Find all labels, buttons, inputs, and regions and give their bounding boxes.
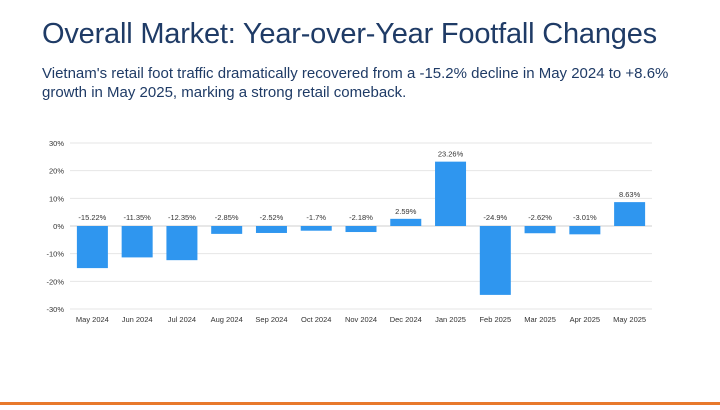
bar bbox=[569, 226, 601, 235]
bar bbox=[166, 226, 198, 261]
x-tick-label: May 2024 bbox=[76, 315, 109, 324]
x-tick-label: Sep 2024 bbox=[255, 315, 287, 324]
x-tick-label: Aug 2024 bbox=[211, 315, 243, 324]
y-tick-label: 0% bbox=[53, 222, 64, 231]
bar bbox=[255, 226, 287, 233]
x-tick-label: Mar 2025 bbox=[524, 315, 556, 324]
x-tick-label: Apr 2025 bbox=[570, 315, 600, 324]
y-tick-label: -10% bbox=[46, 250, 64, 259]
bar bbox=[479, 226, 511, 295]
bar bbox=[390, 218, 422, 226]
slide-subtitle: Vietnam's retail foot traffic dramatical… bbox=[42, 65, 669, 101]
x-tick-label: Jan 2025 bbox=[435, 315, 466, 324]
x-tick-label: Jun 2024 bbox=[122, 315, 153, 324]
y-tick-label: -30% bbox=[46, 305, 64, 314]
x-tick-label: Jul 2024 bbox=[168, 315, 196, 324]
x-tick-label: Oct 2024 bbox=[301, 315, 331, 324]
x-tick-label: Nov 2024 bbox=[345, 315, 377, 324]
data-label: -3.01% bbox=[573, 213, 597, 222]
data-label: -12.35% bbox=[168, 213, 196, 222]
data-label: -15.22% bbox=[78, 213, 106, 222]
x-tick-label: Dec 2024 bbox=[390, 315, 422, 324]
data-label: -2.85% bbox=[215, 213, 239, 222]
data-label: 2.59% bbox=[395, 207, 417, 216]
bar bbox=[524, 226, 556, 234]
data-label: 8.63% bbox=[619, 190, 641, 199]
bar bbox=[211, 226, 243, 234]
y-tick-label: -20% bbox=[46, 277, 64, 286]
data-label: -1.7% bbox=[306, 213, 326, 222]
bar bbox=[76, 226, 108, 269]
y-tick-label: 10% bbox=[49, 194, 64, 203]
footer-accent-bar bbox=[0, 402, 720, 405]
x-tick-label: Feb 2025 bbox=[479, 315, 511, 324]
data-label: -2.18% bbox=[349, 213, 373, 222]
data-label: 23.26% bbox=[438, 150, 464, 159]
data-label: -11.35% bbox=[123, 213, 151, 222]
y-tick-label: 20% bbox=[49, 167, 64, 176]
bar bbox=[435, 161, 467, 226]
data-label: -2.62% bbox=[528, 213, 552, 222]
slide-title: Overall Market: Year-over-Year Footfall … bbox=[42, 18, 657, 50]
data-label: -2.52% bbox=[260, 213, 284, 222]
bar bbox=[614, 202, 646, 226]
y-tick-label: 30% bbox=[49, 139, 64, 148]
x-tick-label: May 2025 bbox=[613, 315, 646, 324]
bar bbox=[345, 226, 377, 233]
data-label: -24.9% bbox=[483, 213, 507, 222]
bar bbox=[300, 226, 332, 231]
bar bbox=[121, 226, 153, 258]
